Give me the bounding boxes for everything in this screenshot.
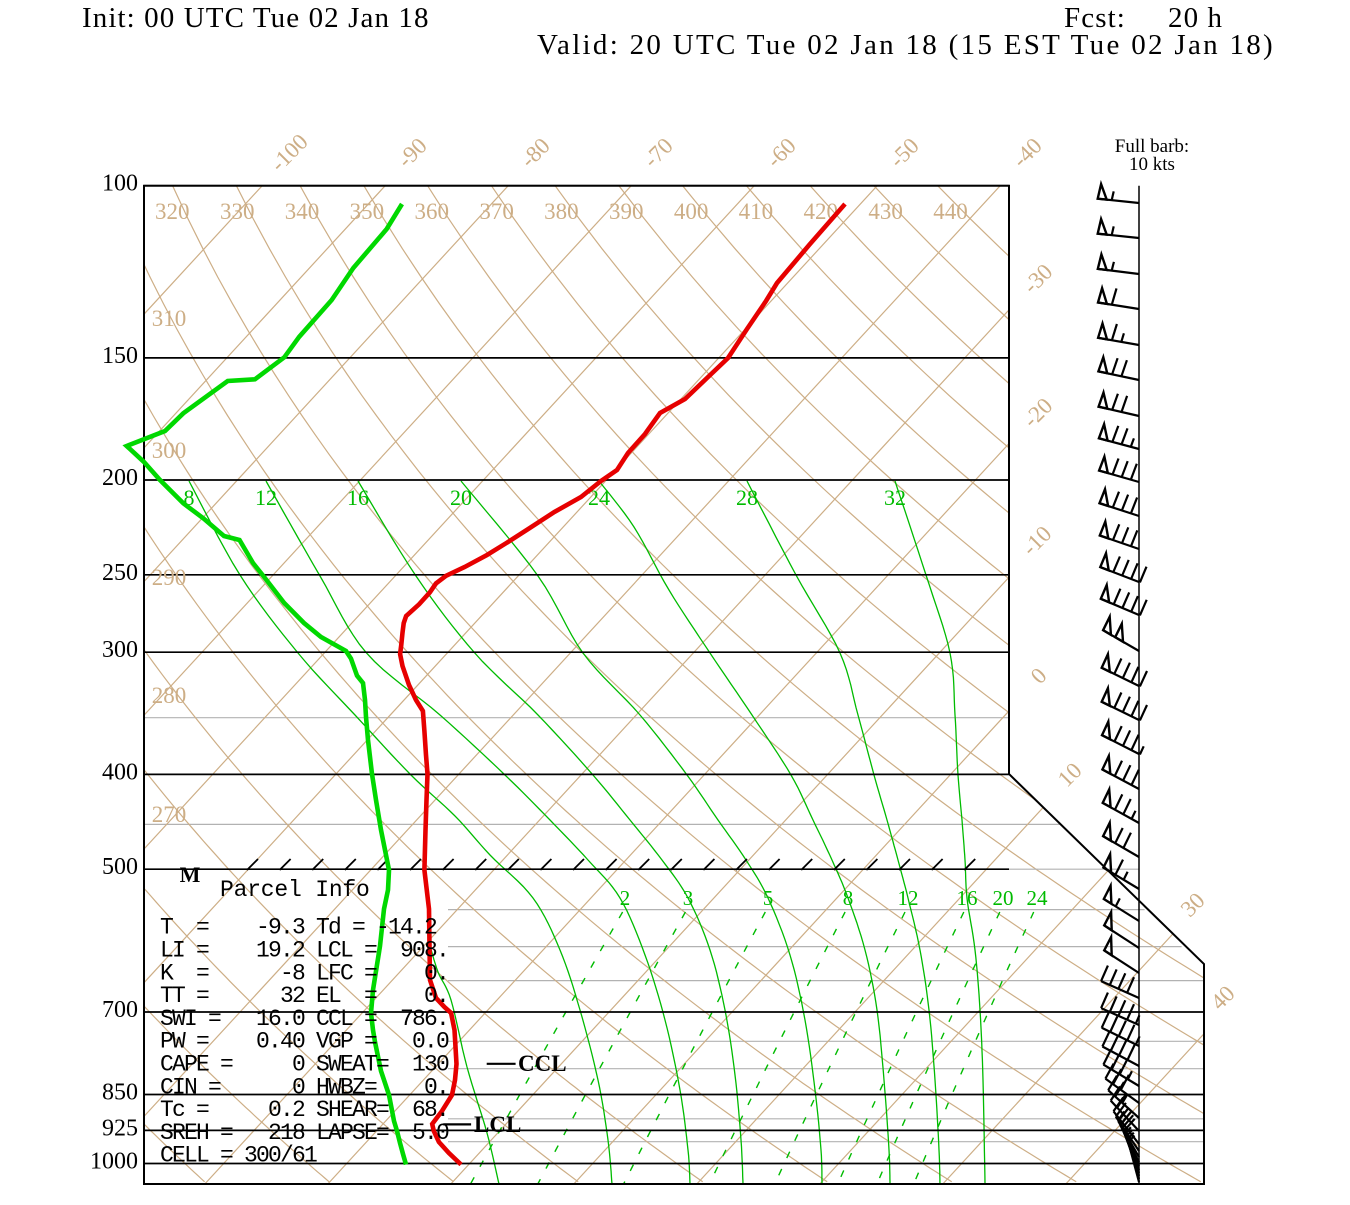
- svg-text:Parcel Info: Parcel Info: [220, 877, 370, 903]
- svg-text:CCL: CCL: [518, 1051, 567, 1076]
- svg-text:360: 360: [414, 199, 449, 224]
- svg-text:12: 12: [255, 485, 277, 510]
- svg-text:400: 400: [102, 759, 138, 785]
- svg-text:TT = 32 EL = 0.: TT = 32 EL = 0.: [160, 983, 448, 1009]
- svg-text:SWI = 16.0 CCL = 786.: SWI = 16.0 CCL = 786.: [160, 1006, 448, 1032]
- svg-text:3: 3: [683, 886, 694, 910]
- svg-text:200: 200: [102, 465, 138, 491]
- svg-text:500: 500: [102, 854, 138, 880]
- svg-text:290: 290: [152, 565, 187, 590]
- svg-text:270: 270: [152, 802, 187, 827]
- svg-text:320: 320: [155, 199, 190, 224]
- svg-text:M: M: [180, 862, 201, 887]
- svg-text:16: 16: [957, 886, 978, 910]
- svg-text:CAPE = 0 SWEAT= 130: CAPE = 0 SWEAT= 130: [160, 1052, 449, 1078]
- svg-text:250: 250: [102, 560, 138, 586]
- svg-text:925: 925: [102, 1115, 138, 1141]
- svg-text:150: 150: [102, 343, 138, 369]
- svg-text:PW = 0.40 VGP = 0.0: PW = 0.40 VGP = 0.0: [160, 1029, 449, 1055]
- svg-text:Init: 00 UTC Tue 02 Jan 18: Init: 00 UTC Tue 02 Jan 18: [82, 2, 430, 34]
- svg-text:5: 5: [763, 886, 774, 910]
- svg-text:24: 24: [588, 485, 610, 510]
- svg-text:32: 32: [884, 485, 906, 510]
- svg-text:28: 28: [736, 485, 758, 510]
- svg-text:400: 400: [674, 199, 709, 224]
- svg-text:10 kts: 10 kts: [1129, 154, 1175, 175]
- svg-text:370: 370: [479, 199, 514, 224]
- svg-text:Full barb:: Full barb:: [1115, 136, 1189, 157]
- svg-text:300: 300: [102, 637, 138, 663]
- svg-text:8: 8: [184, 485, 195, 510]
- svg-text:20 h: 20 h: [1168, 2, 1223, 34]
- svg-text:CIN = 0 HWBZ= 0.: CIN = 0 HWBZ= 0.: [160, 1074, 448, 1100]
- svg-text:440: 440: [933, 199, 968, 224]
- svg-text:Fcst:: Fcst:: [1064, 2, 1126, 34]
- svg-text:850: 850: [102, 1080, 138, 1106]
- svg-text:410: 410: [739, 199, 774, 224]
- svg-text:24: 24: [1027, 886, 1049, 910]
- svg-text:330: 330: [220, 199, 255, 224]
- svg-text:T = -9.3 Td = -14.2: T = -9.3 Td = -14.2: [160, 915, 437, 941]
- svg-text:2: 2: [620, 886, 631, 910]
- svg-text:350: 350: [350, 199, 385, 224]
- svg-text:Valid: 20 UTC Tue 02 Jan 18 (1: Valid: 20 UTC Tue 02 Jan 18 (15 EST Tue …: [537, 29, 1275, 61]
- svg-text:CELL = 300/61: CELL = 300/61: [160, 1143, 317, 1169]
- svg-text:430: 430: [868, 199, 903, 224]
- svg-text:20: 20: [450, 485, 472, 510]
- svg-text:K = -8 LFC = 0.: K = -8 LFC = 0.: [160, 960, 448, 986]
- svg-text:340: 340: [285, 199, 320, 224]
- svg-text:100: 100: [102, 171, 138, 197]
- svg-text:Tc = 0.2 SHEAR= 68.: Tc = 0.2 SHEAR= 68.: [160, 1097, 448, 1123]
- svg-text:380: 380: [544, 199, 579, 224]
- svg-text:16: 16: [347, 485, 369, 510]
- svg-text:280: 280: [152, 683, 187, 708]
- svg-text:LI = 19.2 LCL = 908.: LI = 19.2 LCL = 908.: [160, 938, 448, 964]
- svg-text:LCL: LCL: [474, 1112, 521, 1137]
- svg-text:700: 700: [102, 997, 138, 1023]
- svg-text:8: 8: [843, 886, 854, 910]
- svg-text:12: 12: [898, 886, 919, 910]
- svg-text:390: 390: [609, 199, 644, 224]
- svg-text:1000: 1000: [90, 1149, 138, 1175]
- svg-text:SREH = 218 LAPSE= 5.0: SREH = 218 LAPSE= 5.0: [160, 1120, 449, 1146]
- svg-text:300: 300: [152, 438, 187, 463]
- svg-text:310: 310: [152, 306, 187, 331]
- svg-text:20: 20: [993, 886, 1014, 910]
